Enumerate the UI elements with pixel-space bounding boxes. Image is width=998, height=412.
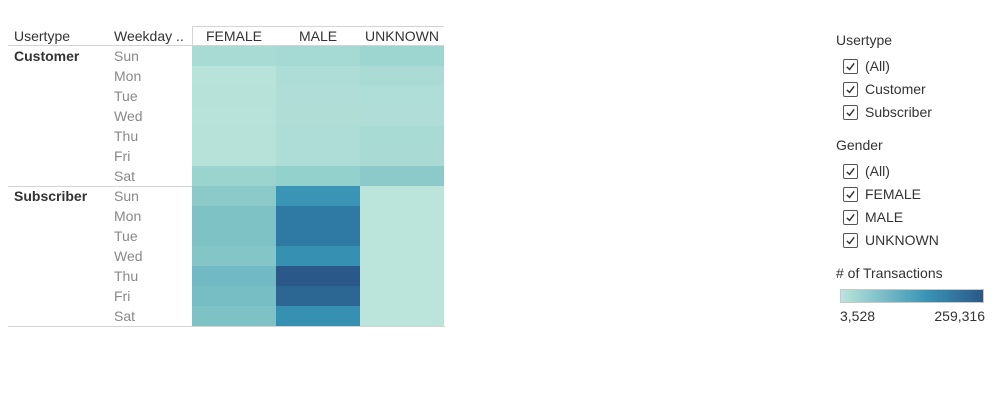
option-label: (All)	[865, 163, 890, 179]
usertype-filter-title: Usertype	[836, 32, 893, 48]
heatmap-cell-customer-wed-male[interactable]	[276, 106, 360, 126]
heatmap-cell-subscriber-sat-female[interactable]	[192, 306, 276, 326]
row-header-usertype[interactable]: Usertype	[14, 28, 71, 44]
heatmap-cell-customer-wed-unknown[interactable]	[360, 106, 444, 126]
heatmap-cell-subscriber-thu-female[interactable]	[192, 266, 276, 286]
day-label[interactable]: Sat	[114, 168, 136, 184]
day-label[interactable]: Fri	[114, 148, 131, 164]
heatmap-cell-subscriber-wed-male[interactable]	[276, 246, 360, 266]
usertype-label-customer[interactable]: Customer	[14, 48, 80, 64]
checkbox-checked-icon[interactable]	[843, 104, 858, 120]
heatmap-cell-subscriber-fri-female[interactable]	[192, 286, 276, 306]
heatmap-cell-subscriber-mon-female[interactable]	[192, 206, 276, 226]
heatmap-cell-customer-sat-male[interactable]	[276, 166, 360, 186]
heatmap-table: Usertype Weekday .. FEMALE MALE UNKNOWN …	[8, 26, 445, 327]
heatmap-cell-customer-fri-female[interactable]	[192, 146, 276, 166]
day-label[interactable]: Mon	[114, 208, 142, 224]
heatmap-cell-customer-mon-male[interactable]	[276, 66, 360, 86]
heatmap-cell-customer-fri-unknown[interactable]	[360, 146, 444, 166]
day-label[interactable]: Fri	[114, 288, 131, 304]
heatmap-cell-subscriber-sun-male[interactable]	[276, 186, 360, 206]
heatmap-cell-customer-sun-unknown[interactable]	[360, 46, 444, 66]
usertype-label-subscriber[interactable]: Subscriber	[14, 188, 88, 204]
usertype-option-all[interactable]: (All)	[843, 57, 890, 75]
checkbox-checked-icon[interactable]	[843, 81, 858, 97]
header-bottom-rule	[8, 45, 444, 46]
gender-option-male[interactable]: MALE	[843, 208, 903, 226]
heatmap-cell-subscriber-tue-unknown[interactable]	[360, 226, 444, 246]
heatmap-cell-subscriber-mon-male[interactable]	[276, 206, 360, 226]
option-label: MALE	[865, 209, 904, 225]
day-label[interactable]: Thu	[114, 128, 139, 144]
option-label: Subscriber	[865, 104, 932, 120]
heatmap-cell-subscriber-sat-unknown[interactable]	[360, 306, 444, 326]
heatmap-cell-customer-mon-unknown[interactable]	[360, 66, 444, 86]
color-legend-title: # of Transactions	[836, 265, 943, 281]
day-label[interactable]: Wed	[114, 108, 143, 124]
checkbox-checked-icon[interactable]	[843, 186, 858, 202]
heatmap-cell-subscriber-wed-female[interactable]	[192, 246, 276, 266]
column-header-female[interactable]: FEMALE	[205, 28, 262, 44]
heatmap-cell-subscriber-fri-unknown[interactable]	[360, 286, 444, 306]
day-label[interactable]: Sun	[114, 188, 139, 204]
row-header-weekday[interactable]: Weekday ..	[114, 28, 184, 44]
checkbox-checked-icon[interactable]	[843, 58, 858, 74]
heatmap-cell-subscriber-wed-unknown[interactable]	[360, 246, 444, 266]
heatmap-cell-subscriber-sat-male[interactable]	[276, 306, 360, 326]
gender-option-female[interactable]: FEMALE	[843, 185, 921, 203]
option-label: (All)	[865, 58, 890, 74]
option-label: FEMALE	[865, 186, 922, 202]
heatmap-cell-customer-thu-female[interactable]	[192, 126, 276, 146]
group-separator	[8, 186, 192, 187]
column-header-male[interactable]: MALE	[298, 28, 338, 44]
heatmap-cell-customer-thu-unknown[interactable]	[360, 126, 444, 146]
heatmap-cell-subscriber-sun-female[interactable]	[192, 186, 276, 206]
day-label[interactable]: Sat	[114, 308, 136, 324]
heatmap-cell-customer-tue-unknown[interactable]	[360, 86, 444, 106]
color-legend-ramp	[840, 289, 984, 303]
heatmap-cell-customer-fri-male[interactable]	[276, 146, 360, 166]
gender-option-unknown[interactable]: UNKNOWN	[843, 231, 939, 249]
heatmap-cell-subscriber-thu-unknown[interactable]	[360, 266, 444, 286]
heatmap-cell-subscriber-tue-female[interactable]	[192, 226, 276, 246]
table-bottom-rule	[8, 326, 445, 327]
column-header-unknown[interactable]: UNKNOWN	[365, 28, 439, 44]
checkbox-checked-icon[interactable]	[843, 209, 858, 225]
day-label[interactable]: Thu	[114, 268, 139, 284]
color-legend-min: 3,528	[840, 308, 876, 324]
heatmap-cell-customer-tue-male[interactable]	[276, 86, 360, 106]
heatmap-cell-subscriber-mon-unknown[interactable]	[360, 206, 444, 226]
color-legend-max: 259,316	[934, 308, 985, 324]
heatmap-cell-subscriber-thu-male[interactable]	[276, 266, 360, 286]
heatmap-cell-customer-tue-female[interactable]	[192, 86, 276, 106]
gender-option-all[interactable]: (All)	[843, 162, 890, 180]
heatmap-cell-subscriber-fri-male[interactable]	[276, 286, 360, 306]
gender-filter-title: Gender	[836, 137, 883, 153]
usertype-option-subscriber[interactable]: Subscriber	[843, 103, 932, 121]
heatmap-cell-customer-thu-male[interactable]	[276, 126, 360, 146]
day-label[interactable]: Mon	[114, 68, 142, 84]
option-label: Customer	[865, 81, 926, 97]
usertype-option-customer[interactable]: Customer	[843, 80, 926, 98]
heatmap-cell-subscriber-sun-unknown[interactable]	[360, 186, 444, 206]
heatmap-cell-customer-mon-female[interactable]	[192, 66, 276, 86]
heatmap-cell-customer-sat-unknown[interactable]	[360, 166, 444, 186]
checkbox-checked-icon[interactable]	[843, 163, 858, 179]
day-label[interactable]: Sun	[114, 48, 139, 64]
day-label[interactable]: Wed	[114, 248, 143, 264]
heatmap-cell-customer-sun-male[interactable]	[276, 46, 360, 66]
day-label[interactable]: Tue	[114, 88, 138, 104]
heatmap-cell-customer-sun-female[interactable]	[192, 46, 276, 66]
day-label[interactable]: Tue	[114, 228, 138, 244]
heatmap-cell-subscriber-tue-male[interactable]	[276, 226, 360, 246]
header-top-rule	[192, 26, 444, 27]
heatmap-cell-customer-sat-female[interactable]	[192, 166, 276, 186]
option-label: UNKNOWN	[865, 232, 939, 248]
checkbox-checked-icon[interactable]	[843, 232, 858, 248]
heatmap-cell-customer-wed-female[interactable]	[192, 106, 276, 126]
